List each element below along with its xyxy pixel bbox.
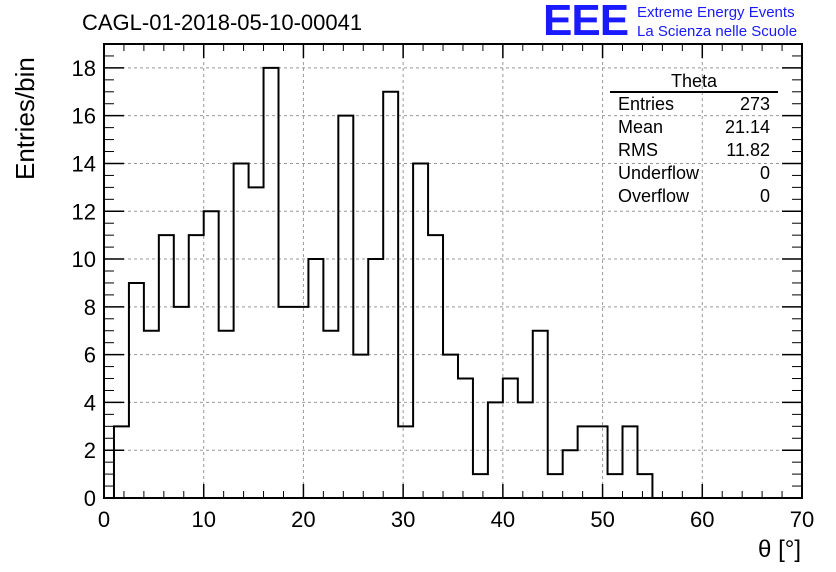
y-tick-label: 0 [84, 486, 96, 511]
stats-label: RMS [618, 140, 658, 160]
stats-value: 11.82 [726, 140, 770, 160]
grid-lines [104, 44, 802, 498]
stats-title: Theta [610, 71, 778, 93]
stats-row: RMS 11.82 [610, 139, 778, 162]
stats-row: Mean 21.14 [610, 116, 778, 139]
stats-row: Overflow 0 [610, 185, 778, 208]
stats-row: Underflow 0 [610, 162, 778, 185]
tick-labels: 0 10 20 30 40 50 60 70 0 2 4 6 8 10 12 14 16 18 [72, 56, 815, 532]
stats-value: 0 [759, 163, 770, 183]
stats-value: 0 [759, 186, 770, 206]
x-tick-label: 60 [690, 507, 714, 532]
y-tick-label: 8 [84, 295, 96, 320]
y-axis-label: Entries/bin [10, 57, 40, 180]
y-tick-label: 10 [72, 247, 96, 272]
stats-label: Overflow [618, 186, 690, 206]
y-tick-label: 16 [72, 104, 96, 129]
axis-ticks [103, 43, 803, 499]
y-tick-label: 12 [72, 199, 96, 224]
x-tick-label: 20 [291, 507, 315, 532]
y-tick-label: 14 [72, 151, 96, 176]
logo-line-1: Extreme Energy Events [637, 4, 795, 21]
logo-text: Extreme Energy Events La Scienza nelle S… [637, 3, 797, 41]
stats-box: Theta Entries 273 Mean 21.14 RMS 11.82 U… [610, 71, 778, 208]
x-tick-label: 50 [590, 507, 614, 532]
stats-label: Mean [618, 117, 664, 137]
x-tick-label: 10 [191, 507, 215, 532]
y-tick-label: 4 [84, 390, 96, 415]
x-tick-label: 30 [391, 507, 415, 532]
stats-label: Underflow [618, 163, 700, 183]
stats-value: 273 [739, 94, 770, 114]
x-tick-label: 70 [790, 507, 814, 532]
eee-logo: EEE [543, 0, 629, 45]
logo-line-2: La Scienza nelle Scuole [637, 23, 798, 40]
y-tick-label: 18 [72, 56, 96, 81]
chart-title: CAGL-01-2018-05-10-00041 [82, 10, 363, 35]
stats-label: Entries [618, 94, 675, 114]
x-axis-label: θ [°] [758, 536, 801, 563]
histogram-series [112, 66, 668, 499]
y-tick-label: 2 [84, 438, 96, 463]
x-tick-label: 0 [98, 507, 110, 532]
stats-row: Entries 273 [610, 93, 778, 116]
y-tick-label: 6 [84, 343, 96, 368]
stats-value: 21.14 [724, 117, 770, 137]
x-tick-label: 40 [491, 507, 515, 532]
